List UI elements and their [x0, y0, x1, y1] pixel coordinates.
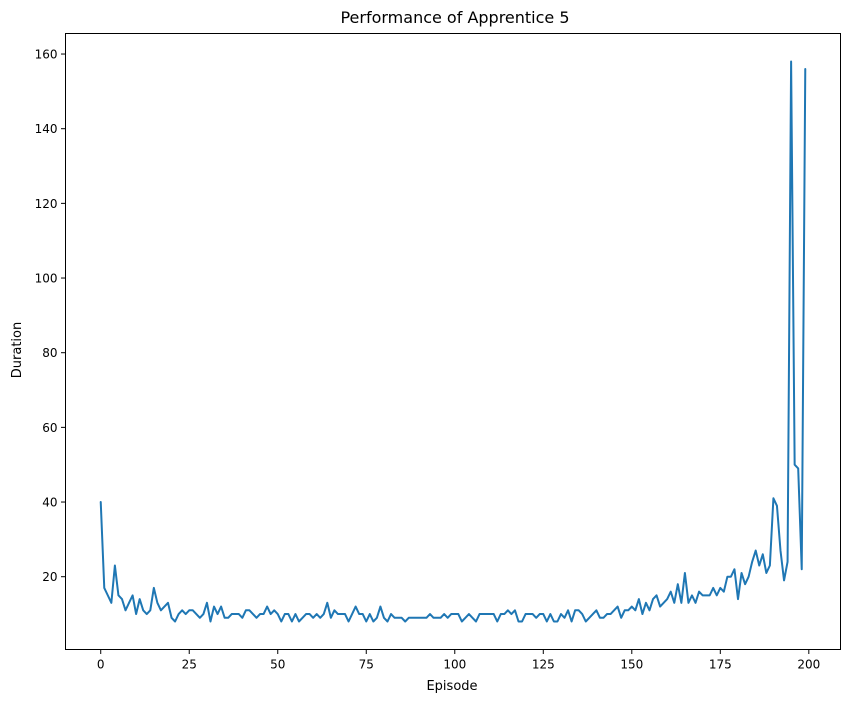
chart-title: Performance of Apprentice 5 — [340, 8, 569, 27]
plot-area — [99, 60, 807, 623]
y-tick-label: 60 — [42, 421, 57, 435]
x-tick-label: 150 — [620, 658, 643, 672]
y-axis: 20 40 60 80 100 120 140 160 — [35, 48, 66, 584]
x-tick-label: 50 — [270, 658, 285, 672]
x-tick-label: 75 — [359, 658, 374, 672]
axes-frame — [65, 33, 841, 650]
y-tick-label: 120 — [35, 197, 58, 211]
y-tick-label: 20 — [42, 570, 57, 584]
y-tick-label: 80 — [42, 346, 57, 360]
x-axis: 0 25 50 75 100 125 150 175 200 — [97, 649, 820, 672]
y-tick-label: 100 — [35, 272, 58, 286]
x-tick-label: 100 — [443, 658, 466, 672]
series-line-0 — [99, 60, 807, 623]
x-tick-label: 0 — [97, 658, 105, 672]
y-axis-label: Duration — [10, 322, 25, 378]
x-axis-label: Episode — [426, 679, 477, 694]
x-tick-label: 200 — [797, 658, 820, 672]
x-tick-label: 175 — [709, 658, 732, 672]
y-tick-label: 40 — [42, 496, 57, 510]
y-tick-label: 140 — [35, 122, 58, 136]
x-tick-label: 25 — [182, 658, 197, 672]
y-tick-label: 160 — [35, 48, 58, 62]
x-tick-label: 125 — [532, 658, 555, 672]
